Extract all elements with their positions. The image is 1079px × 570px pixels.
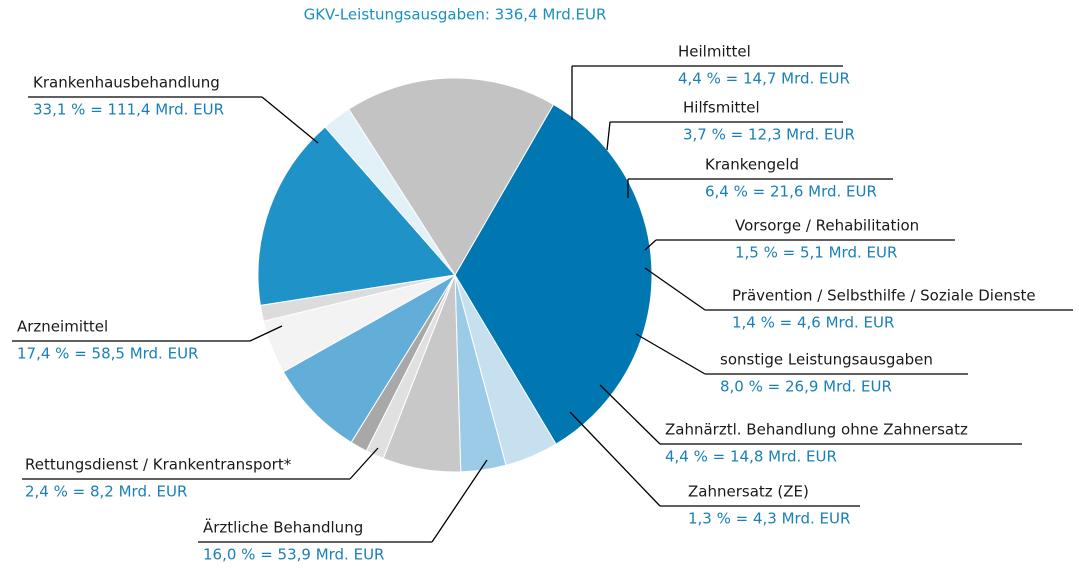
value-label: 6,4 % = 21,6 Mrd. EUR [705, 183, 877, 201]
slice-label: Krankengeld [705, 156, 799, 174]
value-label: 3,7 % = 12,3 Mrd. EUR [683, 126, 855, 144]
value-label: 8,0 % = 26,9 Mrd. EUR [720, 378, 892, 396]
slice-label: Heilmittel [678, 43, 751, 61]
slice-label: sonstige Leistungsausgaben [720, 351, 933, 369]
leader-line [28, 96, 319, 144]
chart-title: GKV-Leistungsausgaben: 336,4 Mrd.EUR [304, 6, 607, 24]
leader-line [571, 65, 843, 120]
slice-label: Zahnärztl. Behandlung ohne Zahnersatz [665, 421, 968, 439]
leader-line [644, 267, 1073, 311]
slice-label: Hilfsmittel [683, 99, 760, 117]
value-label: 16,0 % = 53,9 Mrd. EUR [203, 546, 384, 564]
leader-line [644, 239, 955, 251]
leader-line [569, 411, 860, 507]
value-label: 1,3 % = 4,3 Mrd. EUR [688, 510, 850, 528]
slice-label: Ärztliche Behandlung [203, 518, 363, 537]
leader-line [12, 325, 283, 342]
pie-slice [348, 77, 555, 276]
slice-label: Prävention / Selbsthilfe / Soziale Diens… [732, 287, 1036, 305]
slice-label: Rettungsdienst / Krankentransport* [25, 456, 292, 474]
leader-line [606, 121, 843, 151]
value-label: 4,4 % = 14,8 Mrd. EUR [665, 448, 837, 466]
slice-label: Zahnersatz (ZE) [688, 483, 809, 501]
leader-line [198, 459, 488, 543]
leader-line [635, 333, 968, 375]
value-label: 33,1 % = 111,4 Mrd. EUR [33, 101, 224, 119]
slice-label: Vorsorge / Rehabilitation [735, 217, 919, 235]
slice-label: Krankenhausbehandlung [33, 74, 220, 92]
pie-slice [282, 274, 456, 444]
value-label: 2,4 % = 8,2 Mrd. EUR [25, 483, 187, 501]
value-label: 4,4 % = 14,7 Mrd. EUR [678, 70, 850, 88]
slice-label: Arzneimittel [17, 318, 108, 336]
leader-line [599, 384, 1022, 445]
value-label: 1,5 % = 5,1 Mrd. EUR [735, 244, 897, 262]
leader-line [627, 178, 893, 198]
value-label: 17,4 % = 58,5 Mrd. EUR [17, 345, 198, 363]
leader-line [22, 447, 379, 480]
value-label: 1,4 % = 4,6 Mrd. EUR [732, 314, 894, 332]
